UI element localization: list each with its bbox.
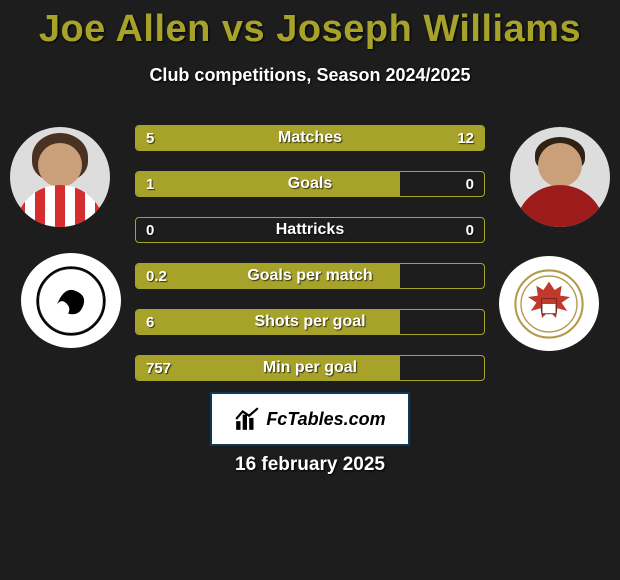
page-title: Joe Allen vs Joseph Williams — [0, 0, 620, 51]
stat-value-right — [464, 264, 484, 288]
club-left-logo — [21, 253, 121, 348]
brand-badge: FcTables.com — [210, 392, 410, 446]
vs-text: vs — [222, 8, 265, 50]
stat-row: Goals per match0.2 — [135, 263, 485, 289]
stat-row: Goals1 0 — [135, 171, 485, 197]
stat-value-left: 0 — [136, 218, 164, 242]
stat-label: Min per goal — [136, 356, 484, 380]
stat-row: Min per goal757 — [135, 355, 485, 381]
stat-value-right: 0 — [456, 172, 484, 196]
stat-row: Hattricks0 0 — [135, 217, 485, 243]
stat-value-right: 0 — [456, 218, 484, 242]
player-left-avatar — [10, 127, 110, 227]
brand-icon — [234, 406, 260, 432]
stat-label: Shots per goal — [136, 310, 484, 334]
stat-value-left: 1 — [136, 172, 164, 196]
stat-value-left: 757 — [136, 356, 181, 380]
stat-value-left: 5 — [136, 126, 164, 150]
player-left-name: Joe Allen — [39, 8, 211, 50]
stat-value-right: 12 — [447, 126, 484, 150]
stat-row: Matches5 12 — [135, 125, 485, 151]
stat-value-left: 6 — [136, 310, 164, 334]
stat-row: Shots per goal6 — [135, 309, 485, 335]
club-right-logo — [499, 256, 599, 351]
stat-value-left: 0.2 — [136, 264, 177, 288]
stat-value-right — [464, 356, 484, 380]
player-right-name: Joseph Williams — [276, 8, 581, 50]
stat-label: Matches — [136, 126, 484, 150]
subtitle: Club competitions, Season 2024/2025 — [0, 65, 620, 86]
player-right-avatar — [510, 127, 610, 227]
stat-label: Goals per match — [136, 264, 484, 288]
brand-text: FcTables.com — [266, 409, 385, 430]
stat-label: Goals — [136, 172, 484, 196]
stats-chart: Matches512Goals10Hattricks00Goals per ma… — [135, 125, 485, 401]
date-text: 16 february 2025 — [0, 454, 620, 476]
stat-value-right — [464, 310, 484, 334]
stat-label: Hattricks — [136, 218, 484, 242]
